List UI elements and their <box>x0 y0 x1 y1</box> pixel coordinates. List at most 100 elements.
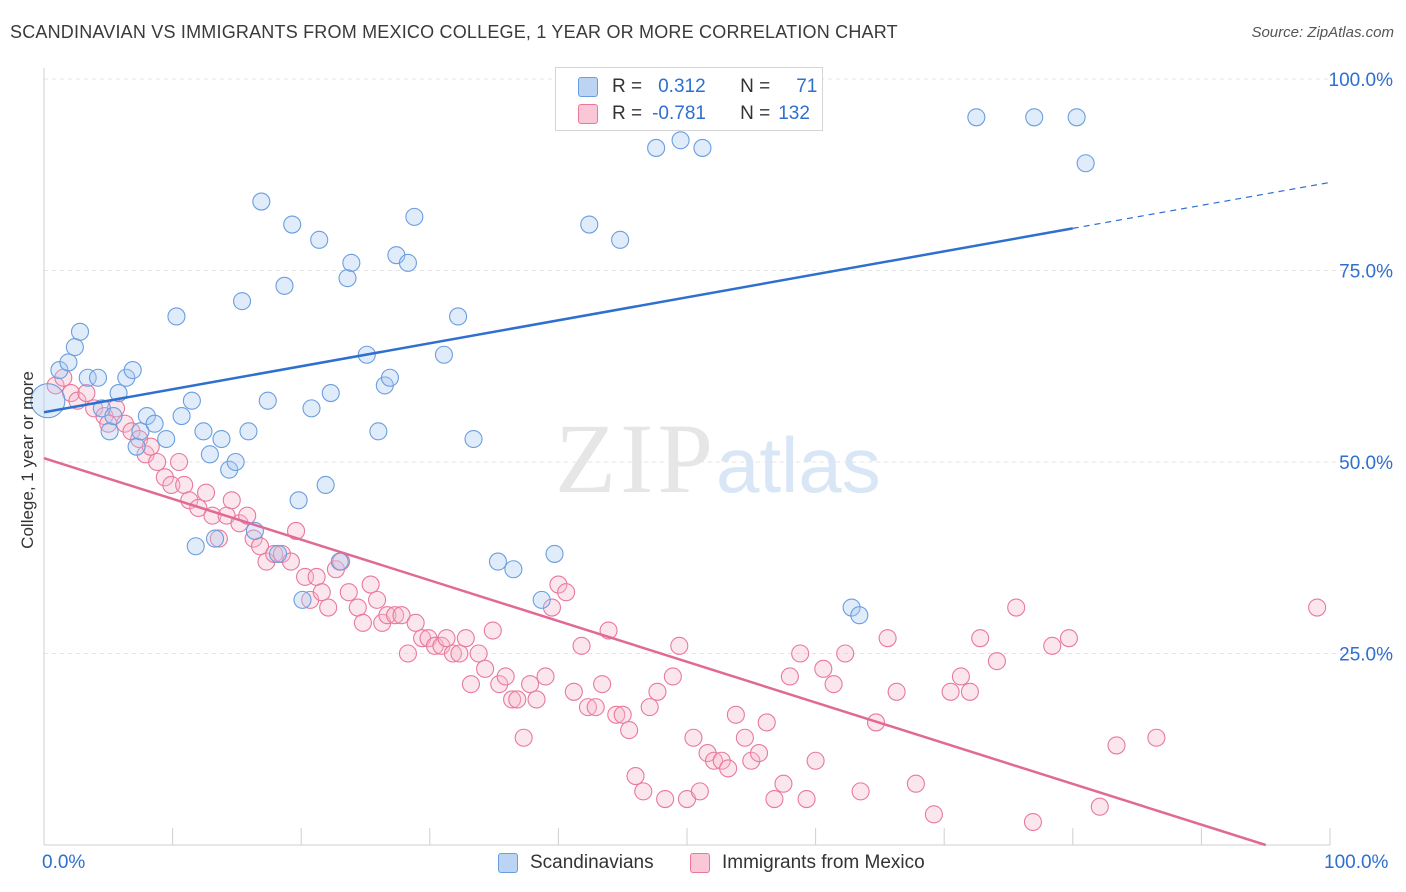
point-mexico <box>656 789 675 809</box>
point-mexico <box>971 629 990 648</box>
point-mexico <box>244 529 263 548</box>
point-mexico <box>1023 812 1042 832</box>
point-scandinavians <box>252 192 271 211</box>
point-mexico <box>735 728 754 747</box>
point-mexico <box>392 606 411 625</box>
point-scandinavians <box>194 422 213 441</box>
point-scandinavians <box>545 544 564 563</box>
point-mexico <box>749 744 769 763</box>
point-scandinavians <box>342 253 361 272</box>
point-mexico <box>456 629 475 648</box>
point-mexico <box>209 529 228 548</box>
point-mexico <box>542 598 562 617</box>
point-mexico <box>564 682 583 701</box>
legend-n-label: N = <box>740 76 771 97</box>
point-mexico <box>450 644 469 663</box>
point-mexico <box>141 437 160 456</box>
point-scandinavians <box>226 452 245 472</box>
point-scandinavians <box>172 406 191 426</box>
point-mexico <box>490 675 509 694</box>
point-scandinavians <box>131 422 150 441</box>
point-mexico <box>626 767 645 786</box>
point-mexico <box>586 698 605 717</box>
axes <box>43 68 1331 846</box>
point-mexico <box>386 606 405 625</box>
point-scandinavians <box>693 138 712 157</box>
point-mexico <box>806 751 825 770</box>
point-mexico <box>339 583 358 602</box>
source-label: Source: ZipAtlas.com <box>1251 24 1394 41</box>
point-mexico <box>719 759 738 778</box>
point-mexico <box>469 644 488 663</box>
point-mexico <box>924 805 943 824</box>
point-mexico <box>503 690 522 709</box>
point-scandinavians <box>1067 108 1086 127</box>
point-scandinavians <box>205 529 225 548</box>
point-mexico <box>361 575 380 594</box>
point-scandinavians <box>504 560 523 579</box>
point-scandinavians <box>59 353 78 372</box>
point-scandinavians <box>200 445 219 464</box>
point-scandinavians <box>398 253 417 272</box>
gridlines <box>44 78 1394 654</box>
y-tick-label: 25.0% <box>1339 645 1393 666</box>
point-mexico <box>353 613 372 632</box>
point-mexico <box>514 728 533 747</box>
point-mexico <box>797 789 816 809</box>
point-scandinavians <box>289 491 308 510</box>
watermark: ZIP atlas <box>555 403 881 514</box>
point-scandinavians <box>88 368 108 387</box>
point-scandinavians <box>369 422 388 441</box>
point-mexico <box>483 621 502 640</box>
x-tick-label-min: 0.0% <box>42 852 86 873</box>
legend-r-value: -0.781 <box>652 103 706 124</box>
point-mexico <box>527 690 546 709</box>
point-mexico <box>406 613 425 632</box>
point-mexico <box>196 483 216 502</box>
x-tick-label-max: 100.0% <box>1324 852 1389 873</box>
point-scandinavians <box>186 537 205 556</box>
point-mexico <box>437 629 456 648</box>
point-scandinavians <box>145 414 164 433</box>
point-mexico <box>508 690 527 709</box>
legend-row-scandinavians: R = 0.312 N = 71 <box>578 75 817 99</box>
point-mexico <box>663 667 682 686</box>
series-legend: Scandinavians Immigrants from Mexico <box>0 852 1406 878</box>
point-mexico <box>496 667 515 686</box>
point-mexico <box>461 675 481 694</box>
chart-title: SCANDINAVIAN VS IMMIGRANTS FROM MEXICO C… <box>10 22 898 42</box>
point-mexico <box>648 682 667 701</box>
point-scandinavians <box>380 368 399 387</box>
point-mexico <box>265 544 284 563</box>
point-mexico <box>312 583 331 602</box>
watermark-atlas: atlas <box>716 421 881 509</box>
point-mexico <box>155 468 174 487</box>
point-mexico <box>148 452 167 472</box>
point-mexico <box>398 644 417 663</box>
point-scandinavians <box>100 422 119 441</box>
point-scandinavians <box>70 322 90 341</box>
point-mexico <box>557 583 576 602</box>
point-mexico <box>287 521 306 540</box>
legend-n-value: 132 <box>778 103 810 124</box>
point-mexico <box>887 682 906 701</box>
legend-swatch-mexico <box>578 104 598 124</box>
point-scandinavians <box>212 429 231 449</box>
legend-n-value: 71 <box>796 76 818 97</box>
point-mexico <box>1308 598 1327 617</box>
point-mexico <box>549 575 568 594</box>
point-mexico <box>368 590 387 609</box>
series-name: Immigrants from Mexico <box>722 852 925 873</box>
legend-n-label: N = <box>740 103 771 124</box>
series-name: Scandinavians <box>530 852 654 873</box>
series-legend-scandinavians: Scandinavians <box>498 852 654 874</box>
point-mexico <box>307 567 326 586</box>
point-mexico <box>704 751 724 770</box>
point-mexico <box>1147 728 1166 747</box>
point-mexico <box>698 744 717 763</box>
point-mexico <box>572 636 591 655</box>
point-mexico <box>742 751 761 770</box>
point-mexico <box>878 629 897 648</box>
point-scandinavians <box>275 276 294 295</box>
